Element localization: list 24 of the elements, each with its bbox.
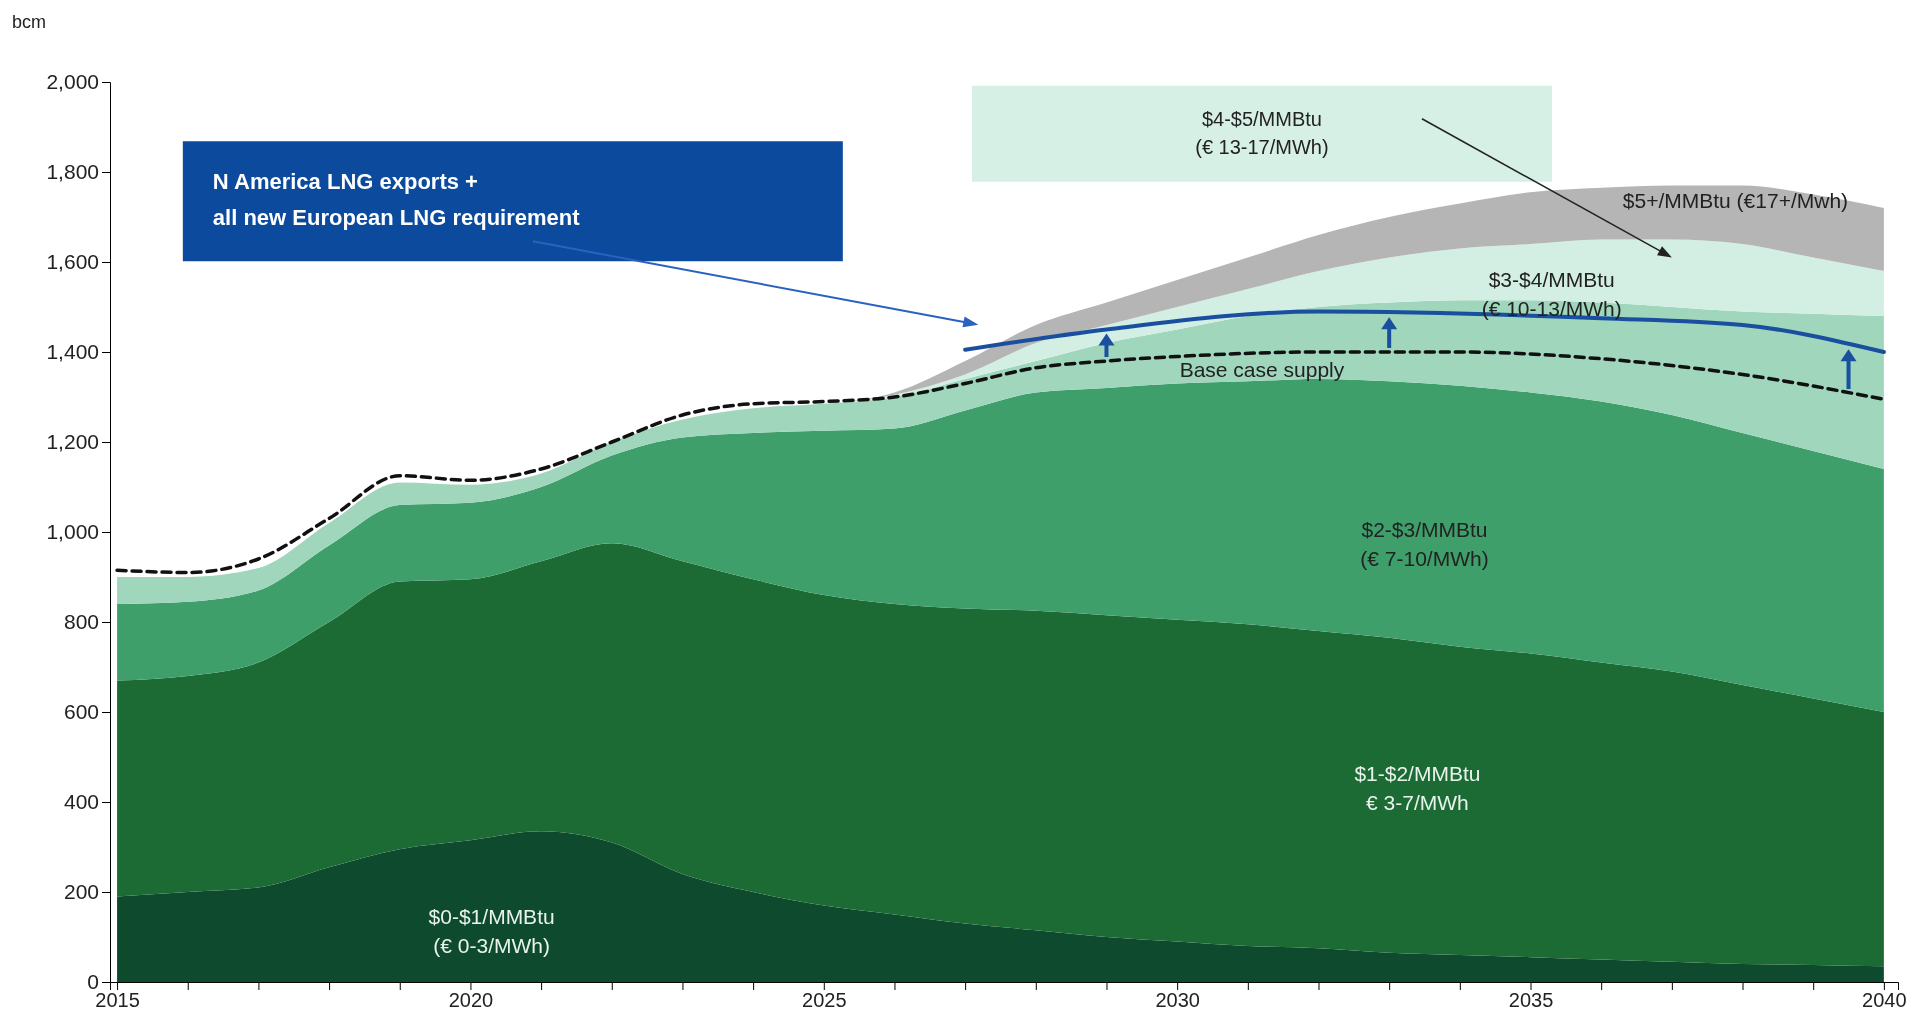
x-tick-label: 2035 <box>1508 989 1554 1012</box>
x-tick-label: 2030 <box>1155 989 1200 1012</box>
y-axis-title: bcm <box>12 12 47 32</box>
line-series <box>115 350 1886 575</box>
y-tick-label: 1,600 <box>46 250 99 274</box>
annotation: $1-$2/MMBtu € 3-7/MWh <box>1354 762 1481 815</box>
y-tick-label: 1,000 <box>46 520 99 544</box>
annotation: $4-$5/MMBtu (€ 13-17/MWh) <box>1195 107 1329 158</box>
annotation: $2-$3/MMBtu (€ 7-10/MWh) <box>1360 517 1489 570</box>
x-tick-label: 2040 <box>1862 989 1907 1012</box>
annotation: N America LNG exports + all new European LNG requirement <box>212 169 581 231</box>
y-tick-label: 1,400 <box>46 340 99 364</box>
y-tick-label: 400 <box>63 790 99 814</box>
y-tick-label: 1,200 <box>46 430 99 454</box>
x-tick-label: 2020 <box>448 989 494 1012</box>
y-tick-label: 800 <box>63 610 99 634</box>
y-tick-label: 200 <box>63 880 99 904</box>
annotation: $0-$1/MMBtu (€ 0-3/MWh) <box>428 904 555 957</box>
y-tick-label: 2,000 <box>46 70 99 94</box>
y-tick-label: 1,800 <box>46 160 99 184</box>
annotation: $5+/MMBtu (€17+/Mwh) <box>1622 189 1849 212</box>
annotation: Base case supply <box>1179 357 1345 381</box>
x-tick-label: 2025 <box>802 989 847 1012</box>
y-tick-label: 600 <box>63 700 99 724</box>
